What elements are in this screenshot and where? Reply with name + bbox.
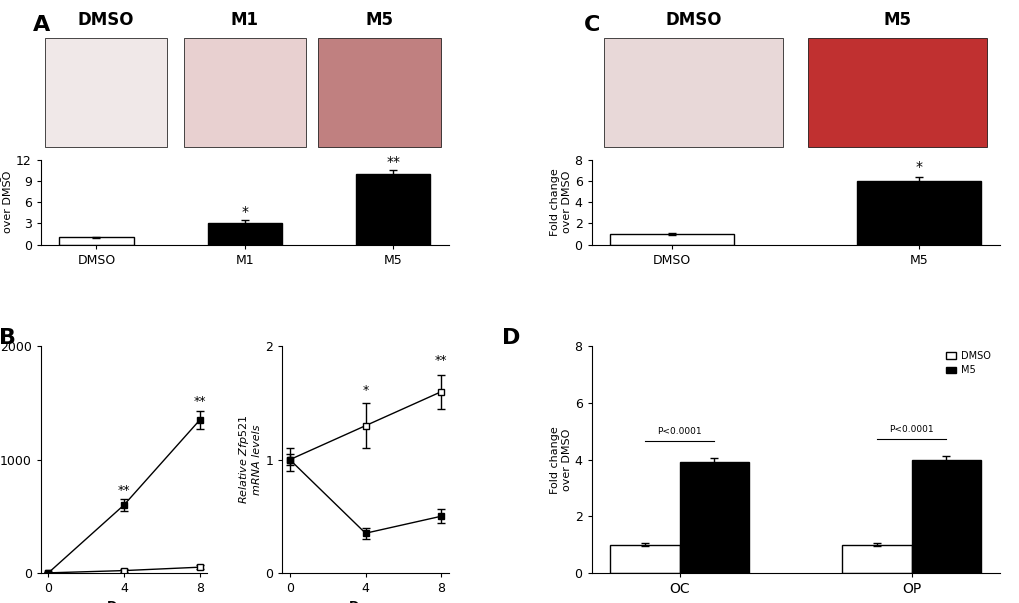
- Y-axis label: Relative $Zfp521$
mRNA levels: Relative $Zfp521$ mRNA levels: [236, 415, 262, 505]
- Bar: [45, 39, 167, 147]
- Text: *: *: [362, 384, 368, 397]
- Legend: DMSO, M5: DMSO, M5: [942, 347, 994, 379]
- Text: M5: M5: [882, 11, 911, 29]
- Text: M5: M5: [365, 11, 393, 29]
- Text: C: C: [583, 15, 599, 36]
- Bar: [679, 463, 749, 573]
- Text: B: B: [0, 328, 16, 349]
- Bar: [841, 545, 911, 573]
- Bar: [59, 238, 133, 245]
- Text: DMSO: DMSO: [77, 11, 135, 29]
- Bar: [807, 39, 986, 147]
- Text: P<0.0001: P<0.0001: [656, 426, 701, 435]
- Y-axis label: Fold change
over DMSO: Fold change over DMSO: [549, 168, 572, 236]
- X-axis label: Days: Days: [348, 601, 382, 603]
- Y-axis label: Fold change
over DMSO: Fold change over DMSO: [0, 168, 13, 236]
- Bar: [356, 174, 430, 245]
- Bar: [603, 39, 783, 147]
- Bar: [609, 234, 733, 245]
- Text: **: **: [386, 155, 399, 169]
- Bar: [318, 39, 440, 147]
- Text: **: **: [194, 394, 206, 408]
- Text: P<0.0001: P<0.0001: [889, 425, 933, 434]
- Bar: [857, 181, 980, 245]
- Y-axis label: Fold change
over DMSO: Fold change over DMSO: [549, 426, 572, 493]
- X-axis label: Days: Days: [107, 601, 141, 603]
- Bar: [208, 223, 281, 245]
- Text: **: **: [434, 354, 447, 367]
- Bar: [183, 39, 306, 147]
- Text: *: *: [242, 205, 248, 219]
- Text: A: A: [33, 15, 50, 36]
- Text: D: D: [501, 328, 520, 349]
- Bar: [911, 459, 980, 573]
- Text: M1: M1: [230, 11, 259, 29]
- Bar: [609, 545, 679, 573]
- Text: DMSO: DMSO: [664, 11, 721, 29]
- Text: **: **: [118, 484, 130, 497]
- Text: *: *: [915, 160, 922, 174]
